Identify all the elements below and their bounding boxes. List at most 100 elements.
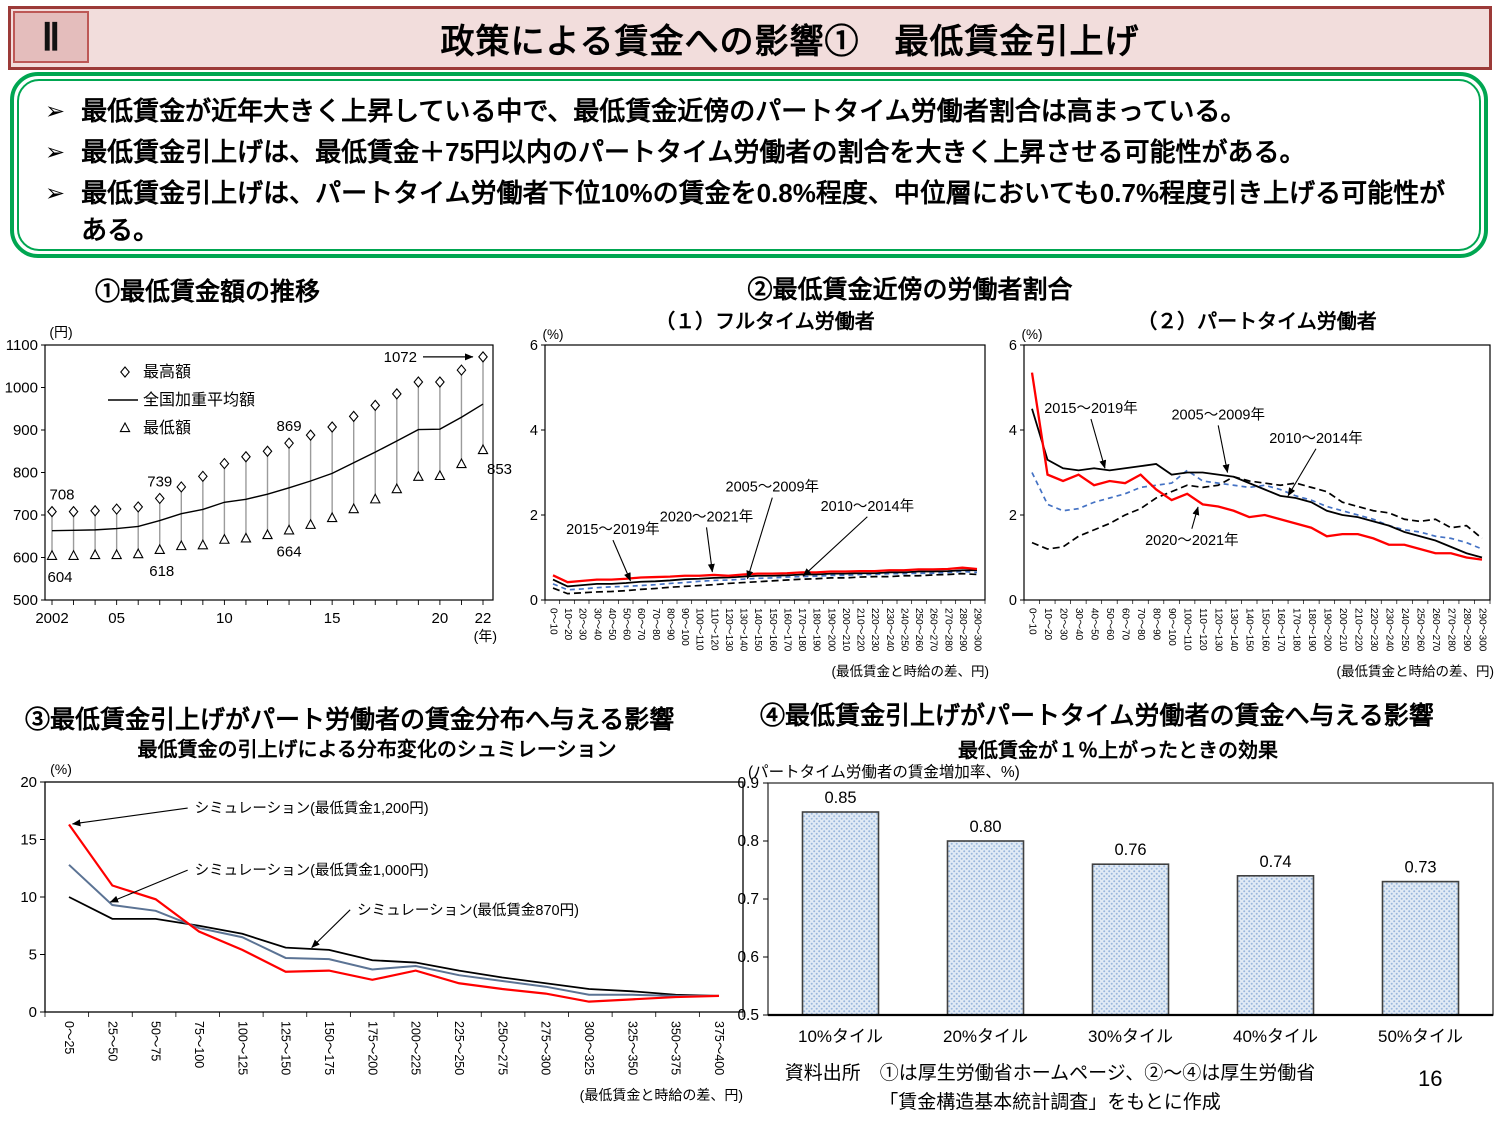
svg-text:270～280: 270～280 bbox=[942, 608, 953, 652]
svg-text:80～90: 80～90 bbox=[664, 608, 675, 641]
svg-text:20: 20 bbox=[432, 610, 449, 627]
svg-text:664: 664 bbox=[277, 543, 302, 560]
summary-box-inner: ➢ 最低賃金が近年大きく上昇している中で、最低賃金近傍のパートタイム労働者割合は… bbox=[17, 79, 1481, 251]
section-roman-badge: Ⅱ bbox=[13, 11, 89, 63]
svg-text:275～300: 275～300 bbox=[539, 1021, 553, 1075]
svg-text:50～75: 50～75 bbox=[149, 1021, 163, 1061]
svg-text:60～70: 60～70 bbox=[635, 608, 646, 641]
svg-text:0.8: 0.8 bbox=[737, 833, 759, 850]
svg-text:325～350: 325～350 bbox=[625, 1021, 639, 1075]
svg-text:2020～2021年: 2020～2021年 bbox=[660, 508, 754, 525]
svg-text:10: 10 bbox=[20, 889, 37, 906]
svg-text:230～240: 230～240 bbox=[884, 608, 895, 652]
svg-text:100～110: 100～110 bbox=[694, 608, 705, 651]
svg-text:130～140: 130～140 bbox=[738, 608, 749, 652]
svg-text:20: 20 bbox=[20, 774, 37, 791]
svg-text:シミュレーション(最低賃金870円): シミュレーション(最低賃金870円) bbox=[357, 902, 579, 919]
parttime-share-chart: （２）パートタイム労働者 (%) 0 2 4 6 0～10 10～20 20～30 30～40 40… bbox=[1009, 309, 1494, 679]
svg-text:2005～2009年: 2005～2009年 bbox=[726, 479, 820, 496]
svg-text:全国加重平均額: 全国加重平均額 bbox=[143, 391, 255, 409]
svg-text:0～25: 0～25 bbox=[62, 1021, 76, 1054]
svg-text:2: 2 bbox=[1009, 508, 1017, 524]
svg-text:(%): (%) bbox=[543, 327, 564, 342]
svg-text:0.5: 0.5 bbox=[737, 1007, 759, 1024]
svg-text:70～80: 70～80 bbox=[650, 608, 661, 641]
svg-text:150～160: 150～160 bbox=[767, 608, 778, 652]
svg-text:290～300: 290～300 bbox=[1477, 608, 1488, 652]
svg-text:200～210: 200～210 bbox=[1337, 608, 1348, 652]
summary-bullet: ➢ 最低賃金引上げは、パートタイム労働者下位10%の賃金を0.8%程度、中位層に… bbox=[45, 175, 1457, 249]
svg-text:(%): (%) bbox=[50, 761, 72, 777]
svg-text:（１）フルタイム労働者: （１）フルタイム労働者 bbox=[655, 309, 875, 333]
svg-text:0: 0 bbox=[29, 1004, 37, 1021]
svg-text:22: 22 bbox=[475, 610, 492, 627]
svg-text:170～180: 170～180 bbox=[1290, 608, 1301, 652]
source-line2: 「賃金構造基本統計調査」をもとに作成 bbox=[879, 1091, 1221, 1113]
svg-text:250～275: 250～275 bbox=[495, 1021, 509, 1075]
heading-chart3: ③最低賃金引上げがパート労働者の賃金分布へ与える影響 bbox=[25, 706, 675, 734]
arrow-bullet-icon: ➢ bbox=[45, 98, 66, 125]
svg-text:80～90: 80～90 bbox=[1151, 608, 1162, 641]
svg-text:140～150: 140～150 bbox=[752, 608, 763, 652]
svg-text:(最低賃金と時給の差、円): (最低賃金と時給の差、円) bbox=[832, 664, 990, 679]
svg-text:0.76: 0.76 bbox=[1114, 841, 1146, 859]
source-line1: 資料出所 ①は厚生労働省ホームページ、②～④は厚生労働省 bbox=[784, 1063, 1316, 1084]
svg-text:10%タイル: 10%タイル bbox=[798, 1027, 883, 1046]
svg-text:6: 6 bbox=[1009, 338, 1017, 354]
svg-text:200～225: 200～225 bbox=[409, 1021, 423, 1075]
svg-text:240～250: 240～250 bbox=[1399, 608, 1410, 652]
svg-text:130～140: 130～140 bbox=[1228, 608, 1239, 652]
svg-text:230～240: 230～240 bbox=[1383, 608, 1394, 652]
svg-text:2010～2014年: 2010～2014年 bbox=[1269, 430, 1363, 447]
svg-text:2020～2021年: 2020～2021年 bbox=[1145, 532, 1239, 549]
svg-text:20～30: 20～30 bbox=[577, 608, 588, 641]
svg-text:4: 4 bbox=[1009, 423, 1017, 439]
svg-text:225～250: 225～250 bbox=[452, 1021, 466, 1075]
svg-text:900: 900 bbox=[13, 422, 38, 439]
svg-text:1072: 1072 bbox=[384, 349, 417, 366]
svg-text:05: 05 bbox=[108, 610, 125, 627]
svg-text:20%タイル: 20%タイル bbox=[943, 1027, 1028, 1046]
svg-text:220～230: 220～230 bbox=[869, 608, 880, 652]
svg-text:250～260: 250～260 bbox=[913, 608, 924, 652]
page-number: 16 bbox=[1418, 1066, 1443, 1091]
svg-text:0.7: 0.7 bbox=[737, 891, 759, 908]
summary-bullet: ➢ 最低賃金が近年大きく上昇している中で、最低賃金近傍のパートタイム労働者割合は… bbox=[45, 93, 1457, 130]
svg-text:500: 500 bbox=[13, 592, 38, 609]
svg-text:700: 700 bbox=[13, 507, 38, 524]
svg-text:(%): (%) bbox=[1022, 327, 1043, 342]
summary-bullet-list: ➢ 最低賃金が近年大きく上昇している中で、最低賃金近傍のパートタイム労働者割合は… bbox=[45, 93, 1457, 249]
svg-text:150～175: 150～175 bbox=[322, 1021, 336, 1075]
svg-text:10～20: 10～20 bbox=[562, 608, 573, 641]
svg-text:280～290: 280～290 bbox=[957, 608, 968, 652]
page-title: 政策による賃金への影響① 最低賃金引上げ bbox=[440, 22, 1140, 61]
page-header: Ⅱ 政策による賃金への影響① 最低賃金引上げ bbox=[8, 6, 1492, 70]
svg-text:40～50: 40～50 bbox=[606, 608, 617, 641]
svg-text:200～210: 200～210 bbox=[840, 608, 851, 652]
svg-text:2015～2019年: 2015～2019年 bbox=[1044, 400, 1138, 417]
svg-text:10～20: 10～20 bbox=[1042, 608, 1053, 641]
svg-text:120～130: 120～130 bbox=[1213, 608, 1224, 652]
svg-text:100～110: 100～110 bbox=[1182, 608, 1193, 651]
svg-text:2015～2019年: 2015～2019年 bbox=[566, 521, 660, 538]
svg-text:250～260: 250～260 bbox=[1414, 608, 1425, 652]
svg-text:0.85: 0.85 bbox=[824, 789, 856, 807]
svg-text:708: 708 bbox=[49, 487, 74, 504]
svg-text:180～190: 180～190 bbox=[1306, 608, 1317, 652]
svg-text:0.9: 0.9 bbox=[737, 775, 759, 792]
svg-text:260～270: 260～270 bbox=[928, 608, 939, 652]
wage-effect-bar-chart: 最低賃金が１％上がったときの効果(パートタイム労働者の賃金増加率、%) 0.5 0.… bbox=[737, 738, 1494, 1046]
svg-text:30～40: 30～40 bbox=[591, 608, 602, 641]
svg-text:(最低賃金と時給の差、円): (最低賃金と時給の差、円) bbox=[580, 1087, 743, 1103]
svg-text:600: 600 bbox=[13, 550, 38, 567]
svg-text:0.6: 0.6 bbox=[737, 949, 759, 966]
svg-text:0.73: 0.73 bbox=[1404, 859, 1436, 877]
svg-text:160～170: 160～170 bbox=[1275, 608, 1286, 652]
svg-text:1100: 1100 bbox=[6, 337, 38, 354]
summary-bullet: ➢ 最低賃金引上げは、最低賃金＋75円以内のパートタイム労働者の割合を大きく上昇… bbox=[45, 134, 1457, 171]
svg-text:5: 5 bbox=[29, 947, 37, 964]
svg-text:2010～2014年: 2010～2014年 bbox=[821, 498, 915, 515]
svg-text:90～100: 90～100 bbox=[679, 608, 690, 646]
svg-text:最低額: 最低額 bbox=[143, 419, 191, 437]
